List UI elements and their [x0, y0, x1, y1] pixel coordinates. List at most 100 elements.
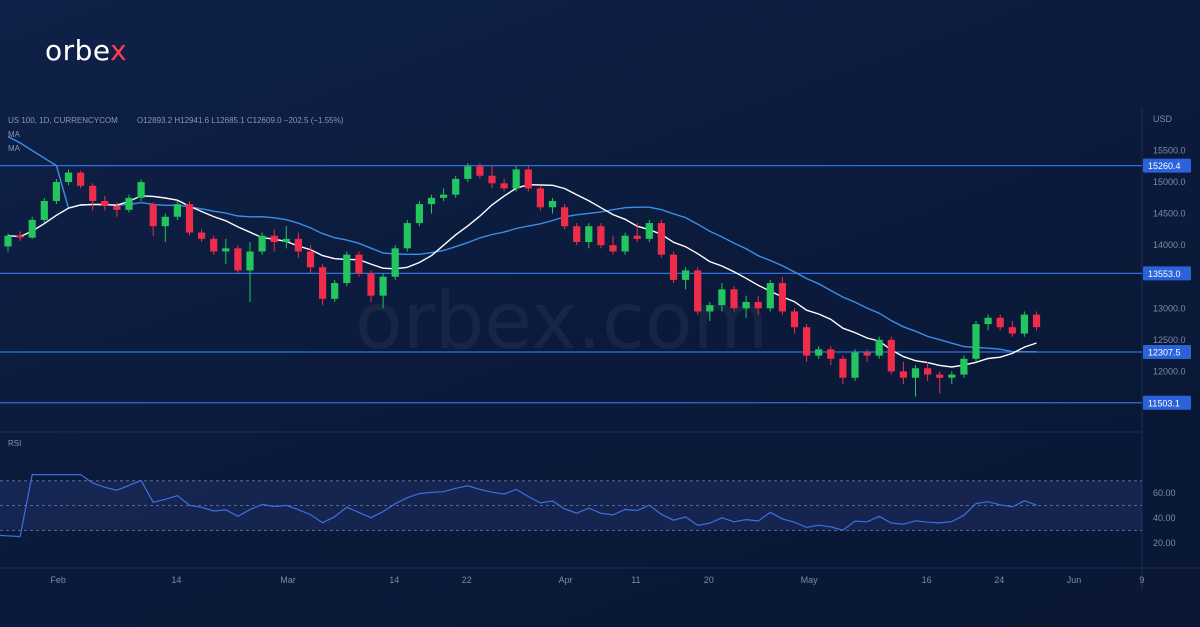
candle-body — [282, 238, 290, 243]
candle-body — [137, 182, 145, 198]
candle-body — [633, 235, 641, 239]
time-axis: Feb 14 Mar 14 22 Apr 11 20 May 16 24 Jun 9 — [50, 575, 1144, 585]
rsi-line — [0, 474, 1037, 538]
candle-body — [89, 185, 97, 201]
candle-body — [161, 216, 169, 227]
candle-body — [718, 289, 726, 306]
candle-body — [113, 206, 121, 210]
level-label-box — [1143, 266, 1191, 281]
candle-body — [996, 317, 1004, 328]
candle-body — [936, 374, 944, 378]
candle-body — [294, 238, 302, 252]
candle-body — [1008, 327, 1016, 334]
rsi-axis: 20.00 40.00 60.00 — [1153, 488, 1176, 548]
candle-body — [391, 248, 399, 277]
ohlc-readout: O12893.2 H12941.6 L12685.1 C12609.0 −202… — [137, 116, 344, 125]
candle-body — [730, 289, 738, 309]
candle-body — [427, 197, 436, 205]
support-resistance-levels — [0, 164, 1142, 404]
price-tick-label: 14500.0 — [1153, 209, 1186, 219]
time-tick-label: Feb — [50, 575, 66, 585]
price-axis: 12000.012500.013000.013500.014000.014500… — [1153, 145, 1186, 376]
price-axis-unit: USD — [1153, 114, 1173, 124]
level-labels: 15260.4 13553.0 12307.5 11503.1 — [1143, 158, 1191, 410]
candle-body — [1032, 314, 1041, 328]
time-tick-label: 14 — [171, 575, 181, 585]
time-tick-label: 16 — [922, 575, 932, 585]
candle-body — [331, 283, 339, 299]
candle-body — [875, 339, 883, 356]
candle-body — [815, 349, 823, 356]
time-tick-label: May — [801, 575, 819, 585]
candle-body — [742, 301, 750, 309]
candle-body — [16, 235, 24, 238]
price-tick-label: 13000.0 — [1153, 303, 1186, 313]
candle-body — [28, 219, 36, 238]
candle-body — [403, 223, 411, 249]
candle-body — [101, 200, 109, 207]
grid — [0, 108, 1200, 590]
candles — [4, 163, 1041, 397]
candle-body — [766, 283, 774, 309]
rsi-pane — [0, 474, 1142, 538]
candle-body — [64, 172, 73, 183]
candle-body — [706, 305, 714, 312]
level-label: 13553.0 — [1148, 269, 1181, 279]
candle-body — [476, 166, 484, 176]
candle-body — [464, 166, 472, 179]
time-tick-label: Apr — [559, 575, 573, 585]
candle-body — [440, 194, 448, 198]
candle-body — [367, 273, 375, 296]
candle-body — [488, 175, 496, 184]
rsi-tick-label: 40.00 — [1153, 513, 1176, 523]
ma-fast-line — [7, 183, 1037, 368]
candle-body — [694, 270, 702, 312]
candle-body — [173, 204, 181, 217]
candle-body — [355, 254, 363, 274]
candle-body — [246, 251, 254, 271]
candle-body — [198, 232, 206, 239]
candle-body — [778, 283, 786, 312]
time-tick-label: 22 — [462, 575, 472, 585]
candle-body — [972, 324, 980, 359]
candle-body — [863, 352, 871, 356]
candle-body — [803, 327, 811, 356]
level-label: 11503.1 — [1148, 398, 1180, 408]
candle-body — [222, 248, 230, 252]
time-tick-label: Jun — [1067, 575, 1082, 585]
rsi-tick-label: 60.00 — [1153, 488, 1176, 498]
ma-legend-2: MA — [8, 144, 21, 153]
candle-body — [754, 301, 762, 309]
candle-body — [585, 226, 593, 243]
level-label: 12307.5 — [1148, 348, 1181, 358]
price-tick-label: 15000.0 — [1153, 177, 1186, 187]
candle-body — [790, 311, 799, 328]
candle-body — [573, 226, 581, 243]
level-label: 15260.4 — [1148, 161, 1181, 171]
candle-body — [960, 358, 968, 375]
candle-body — [500, 183, 508, 189]
time-tick-label: 9 — [1139, 575, 1144, 585]
candle-body — [512, 169, 520, 189]
candle-body — [4, 235, 12, 247]
candle-body — [452, 178, 460, 195]
candle-body — [536, 188, 544, 208]
rsi-tick-label: 20.00 — [1153, 538, 1176, 548]
time-tick-label: Mar — [280, 575, 296, 585]
watermark: orbex.com — [355, 277, 768, 367]
candle-body — [827, 349, 835, 359]
candle-body — [125, 197, 133, 210]
candle-body — [40, 200, 48, 220]
candle-body — [379, 276, 387, 296]
ma-legend-1: MA — [8, 130, 21, 139]
candle-body — [210, 238, 218, 252]
candle-body — [234, 248, 242, 271]
candle-body — [258, 235, 266, 252]
candle-body — [621, 235, 629, 252]
candle-body — [597, 226, 605, 246]
time-tick-label: 20 — [704, 575, 714, 585]
candle-body — [948, 374, 956, 378]
candle-body — [911, 368, 920, 378]
